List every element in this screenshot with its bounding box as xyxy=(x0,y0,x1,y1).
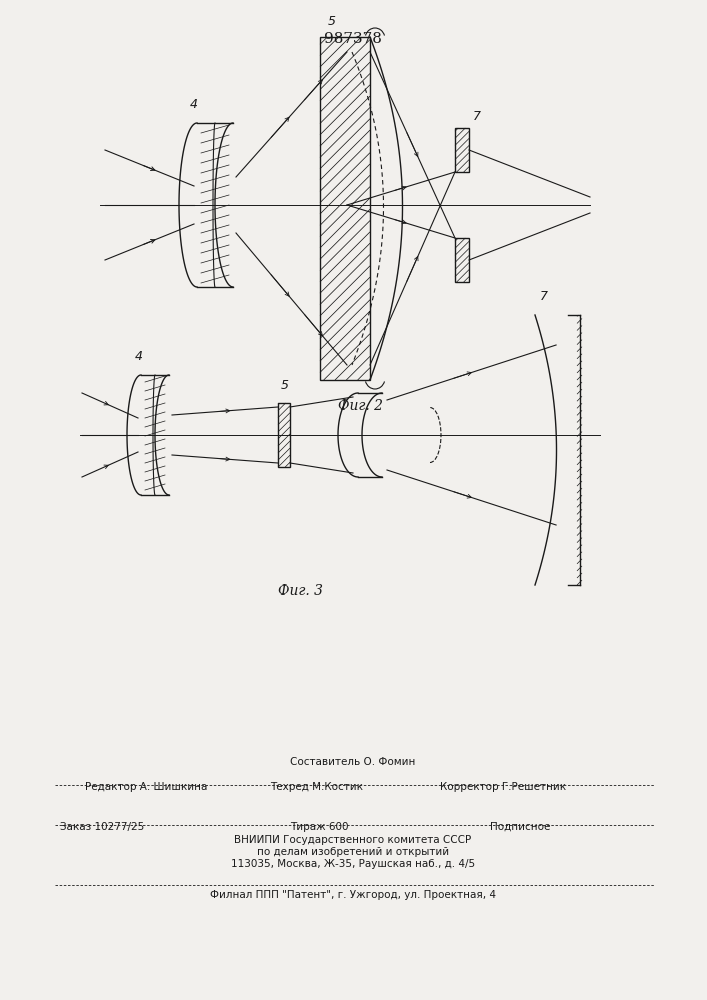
Text: Составитель О. Фомин: Составитель О. Фомин xyxy=(291,757,416,767)
Bar xyxy=(320,37,370,380)
Text: 7: 7 xyxy=(540,290,548,303)
Text: Филнал ППП "Патент", г. Ужгород, ул. Проектная, 4: Филнал ППП "Патент", г. Ужгород, ул. Про… xyxy=(210,890,496,900)
Text: 5: 5 xyxy=(281,379,289,392)
Text: по делам изобретений и открытий: по делам изобретений и открытий xyxy=(257,847,449,857)
Bar xyxy=(278,403,290,467)
Text: Подписное: Подписное xyxy=(490,822,550,832)
Text: 7: 7 xyxy=(473,110,481,123)
Text: ВНИИПИ Государственного комитета СССР: ВНИИПИ Государственного комитета СССР xyxy=(235,835,472,845)
Text: 987378: 987378 xyxy=(324,32,382,46)
Text: 4: 4 xyxy=(135,350,143,363)
Text: 4: 4 xyxy=(190,98,198,111)
Text: 5: 5 xyxy=(328,15,336,28)
Text: Корректор Г.Решетник: Корректор Г.Решетник xyxy=(440,782,566,792)
Bar xyxy=(455,128,469,172)
Text: Тираж 600: Тираж 600 xyxy=(290,822,349,832)
Text: Редактор А. Шишкина: Редактор А. Шишкина xyxy=(85,782,207,792)
Text: Заказ 10277/25: Заказ 10277/25 xyxy=(60,822,144,832)
Text: Техред М.Костик: Техред М.Костик xyxy=(270,782,363,792)
Text: Фиг. 3: Фиг. 3 xyxy=(278,584,323,598)
Bar xyxy=(455,238,469,282)
Text: Фиг. 2: Фиг. 2 xyxy=(338,399,383,413)
Text: 113035, Москва, Ж-35, Раушская наб., д. 4/5: 113035, Москва, Ж-35, Раушская наб., д. … xyxy=(231,859,475,869)
